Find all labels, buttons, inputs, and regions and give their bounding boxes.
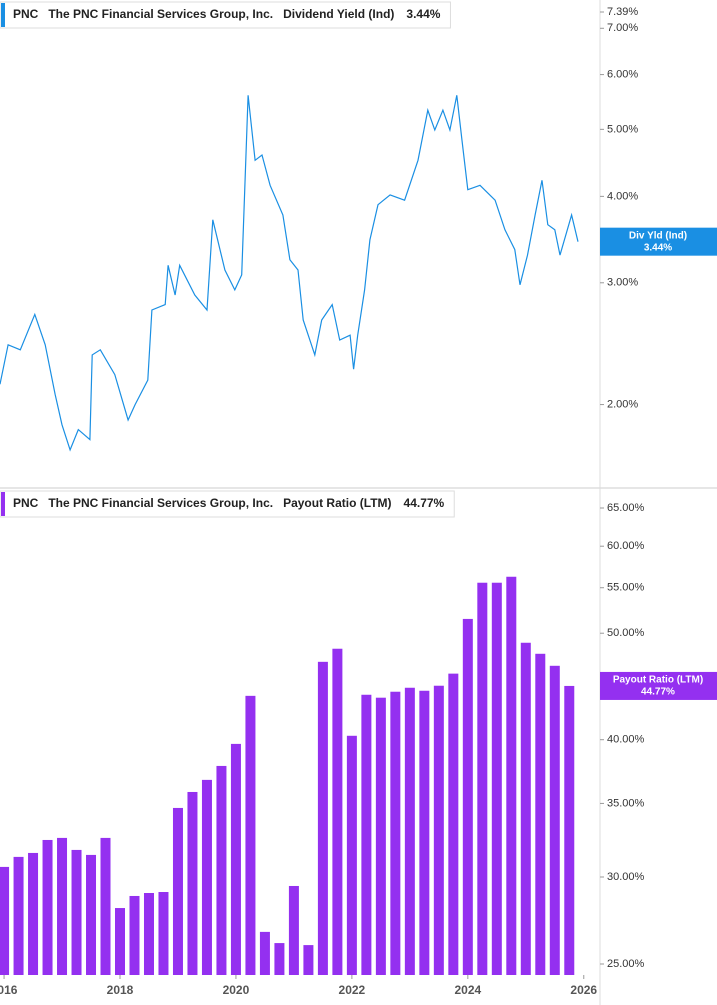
x-tick-label: 2018 <box>107 983 134 997</box>
bar <box>549 665 560 975</box>
bar <box>520 642 531 975</box>
legend-text: 44.77% <box>404 496 445 510</box>
bar <box>535 653 546 975</box>
legend-text: The PNC Financial Services Group, Inc. <box>48 496 273 510</box>
bar <box>332 648 343 975</box>
bar <box>71 849 82 975</box>
bar <box>346 735 357 975</box>
bar <box>129 895 140 975</box>
badge-value: 3.44% <box>644 242 672 253</box>
legend-text: The PNC Financial Services Group, Inc. <box>48 7 273 21</box>
bar <box>57 837 68 975</box>
legend-swatch <box>1 492 5 516</box>
x-tick-label: 2022 <box>339 983 366 997</box>
bar <box>433 685 444 975</box>
bar <box>375 697 386 975</box>
y-tick-label: 30.00% <box>607 871 645 883</box>
bar <box>28 852 39 975</box>
bar <box>404 687 415 975</box>
y-tick-label: 55.00% <box>607 582 645 594</box>
y-tick-label: 5.00% <box>607 123 638 135</box>
bar <box>172 807 183 975</box>
bar <box>491 582 502 975</box>
bar <box>317 661 328 975</box>
bar <box>564 685 575 975</box>
bar <box>448 673 459 975</box>
y-tick-label: 3.00% <box>607 277 638 289</box>
bar <box>187 791 198 975</box>
legend-text: PNC <box>13 7 39 21</box>
x-tick-label: 2024 <box>454 983 481 997</box>
y-tick-label: 7.39% <box>607 6 638 18</box>
y-tick-label: 65.00% <box>607 502 645 514</box>
bar <box>477 582 488 975</box>
badge-name: Div Yld (Ind) <box>629 230 687 241</box>
y-tick-label: 50.00% <box>607 627 645 639</box>
legend-text: Payout Ratio (LTM) <box>283 496 391 510</box>
badge-value: 44.77% <box>641 687 675 698</box>
x-tick-label: 2016 <box>0 983 18 997</box>
bar <box>361 694 372 975</box>
legend-text: PNC <box>13 496 39 510</box>
badge-name: Payout Ratio (LTM) <box>613 675 703 686</box>
bar <box>158 892 169 975</box>
bar <box>259 931 270 975</box>
y-tick-label: 7.00% <box>607 22 638 34</box>
value-badge <box>600 227 717 256</box>
x-tick-label: 2020 <box>223 983 250 997</box>
legend-text: Dividend Yield (Ind) <box>283 7 394 21</box>
y-tick-label: 2.00% <box>607 398 638 410</box>
y-tick-label: 35.00% <box>607 797 645 809</box>
bar <box>13 856 24 975</box>
legend-box <box>0 490 455 518</box>
bar <box>303 945 314 975</box>
bar <box>390 691 401 975</box>
bar <box>0 866 10 975</box>
legend-text: 3.44% <box>406 7 440 21</box>
x-tick-label: 2026 <box>570 983 597 997</box>
legend-swatch <box>1 3 5 27</box>
y-tick-label: 40.00% <box>607 734 645 746</box>
y-tick-label: 6.00% <box>607 68 638 80</box>
bar <box>506 576 517 975</box>
bar <box>462 618 473 975</box>
bar <box>115 908 125 975</box>
y-tick-label: 4.00% <box>607 190 638 202</box>
bar <box>274 943 285 975</box>
y-tick-label: 60.00% <box>607 540 645 552</box>
bar <box>100 837 111 975</box>
bar <box>86 854 97 975</box>
bar <box>216 765 227 975</box>
legend-box <box>0 1 451 29</box>
bar <box>288 885 299 975</box>
value-badge <box>600 671 717 700</box>
bar <box>143 893 154 975</box>
bar <box>230 743 241 975</box>
y-tick-label: 25.00% <box>607 958 645 970</box>
bar <box>245 695 256 975</box>
bar <box>42 839 53 975</box>
line <box>0 95 579 452</box>
bar <box>419 690 430 975</box>
bar <box>201 779 212 975</box>
